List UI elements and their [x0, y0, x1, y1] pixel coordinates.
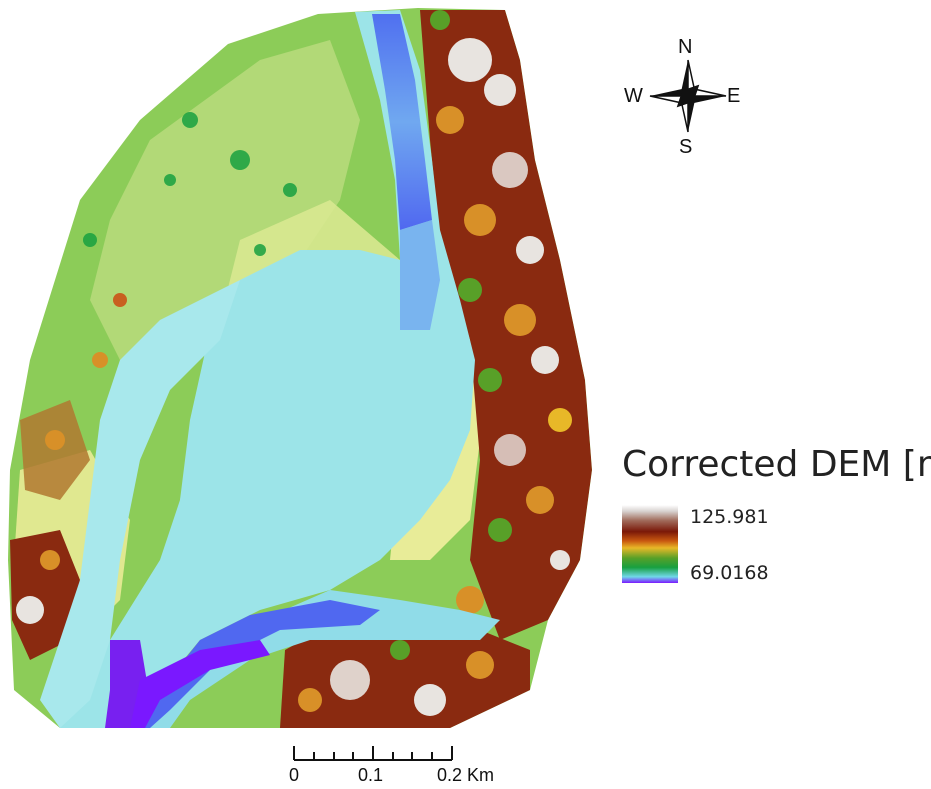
legend-title: Corrected DEM [m]	[622, 444, 931, 485]
scale-label-0: 0	[289, 765, 300, 785]
legend-max-value: 125.981	[690, 506, 769, 528]
compass-north-label: N	[678, 36, 693, 58]
legend-color-ramp	[622, 505, 678, 583]
compass-east-label: E	[727, 85, 741, 107]
scale-label-0-1: 0.1	[358, 765, 384, 785]
forest-texture	[430, 10, 572, 614]
compass-rose-icon	[649, 59, 727, 133]
compass-south-label: S	[679, 136, 693, 158]
compass-west-label: W	[624, 85, 643, 107]
scale-bar	[293, 746, 453, 761]
legend-min-value: 69.0168	[690, 562, 769, 584]
scale-label-0-2-km: 0.2 Km	[437, 765, 495, 785]
